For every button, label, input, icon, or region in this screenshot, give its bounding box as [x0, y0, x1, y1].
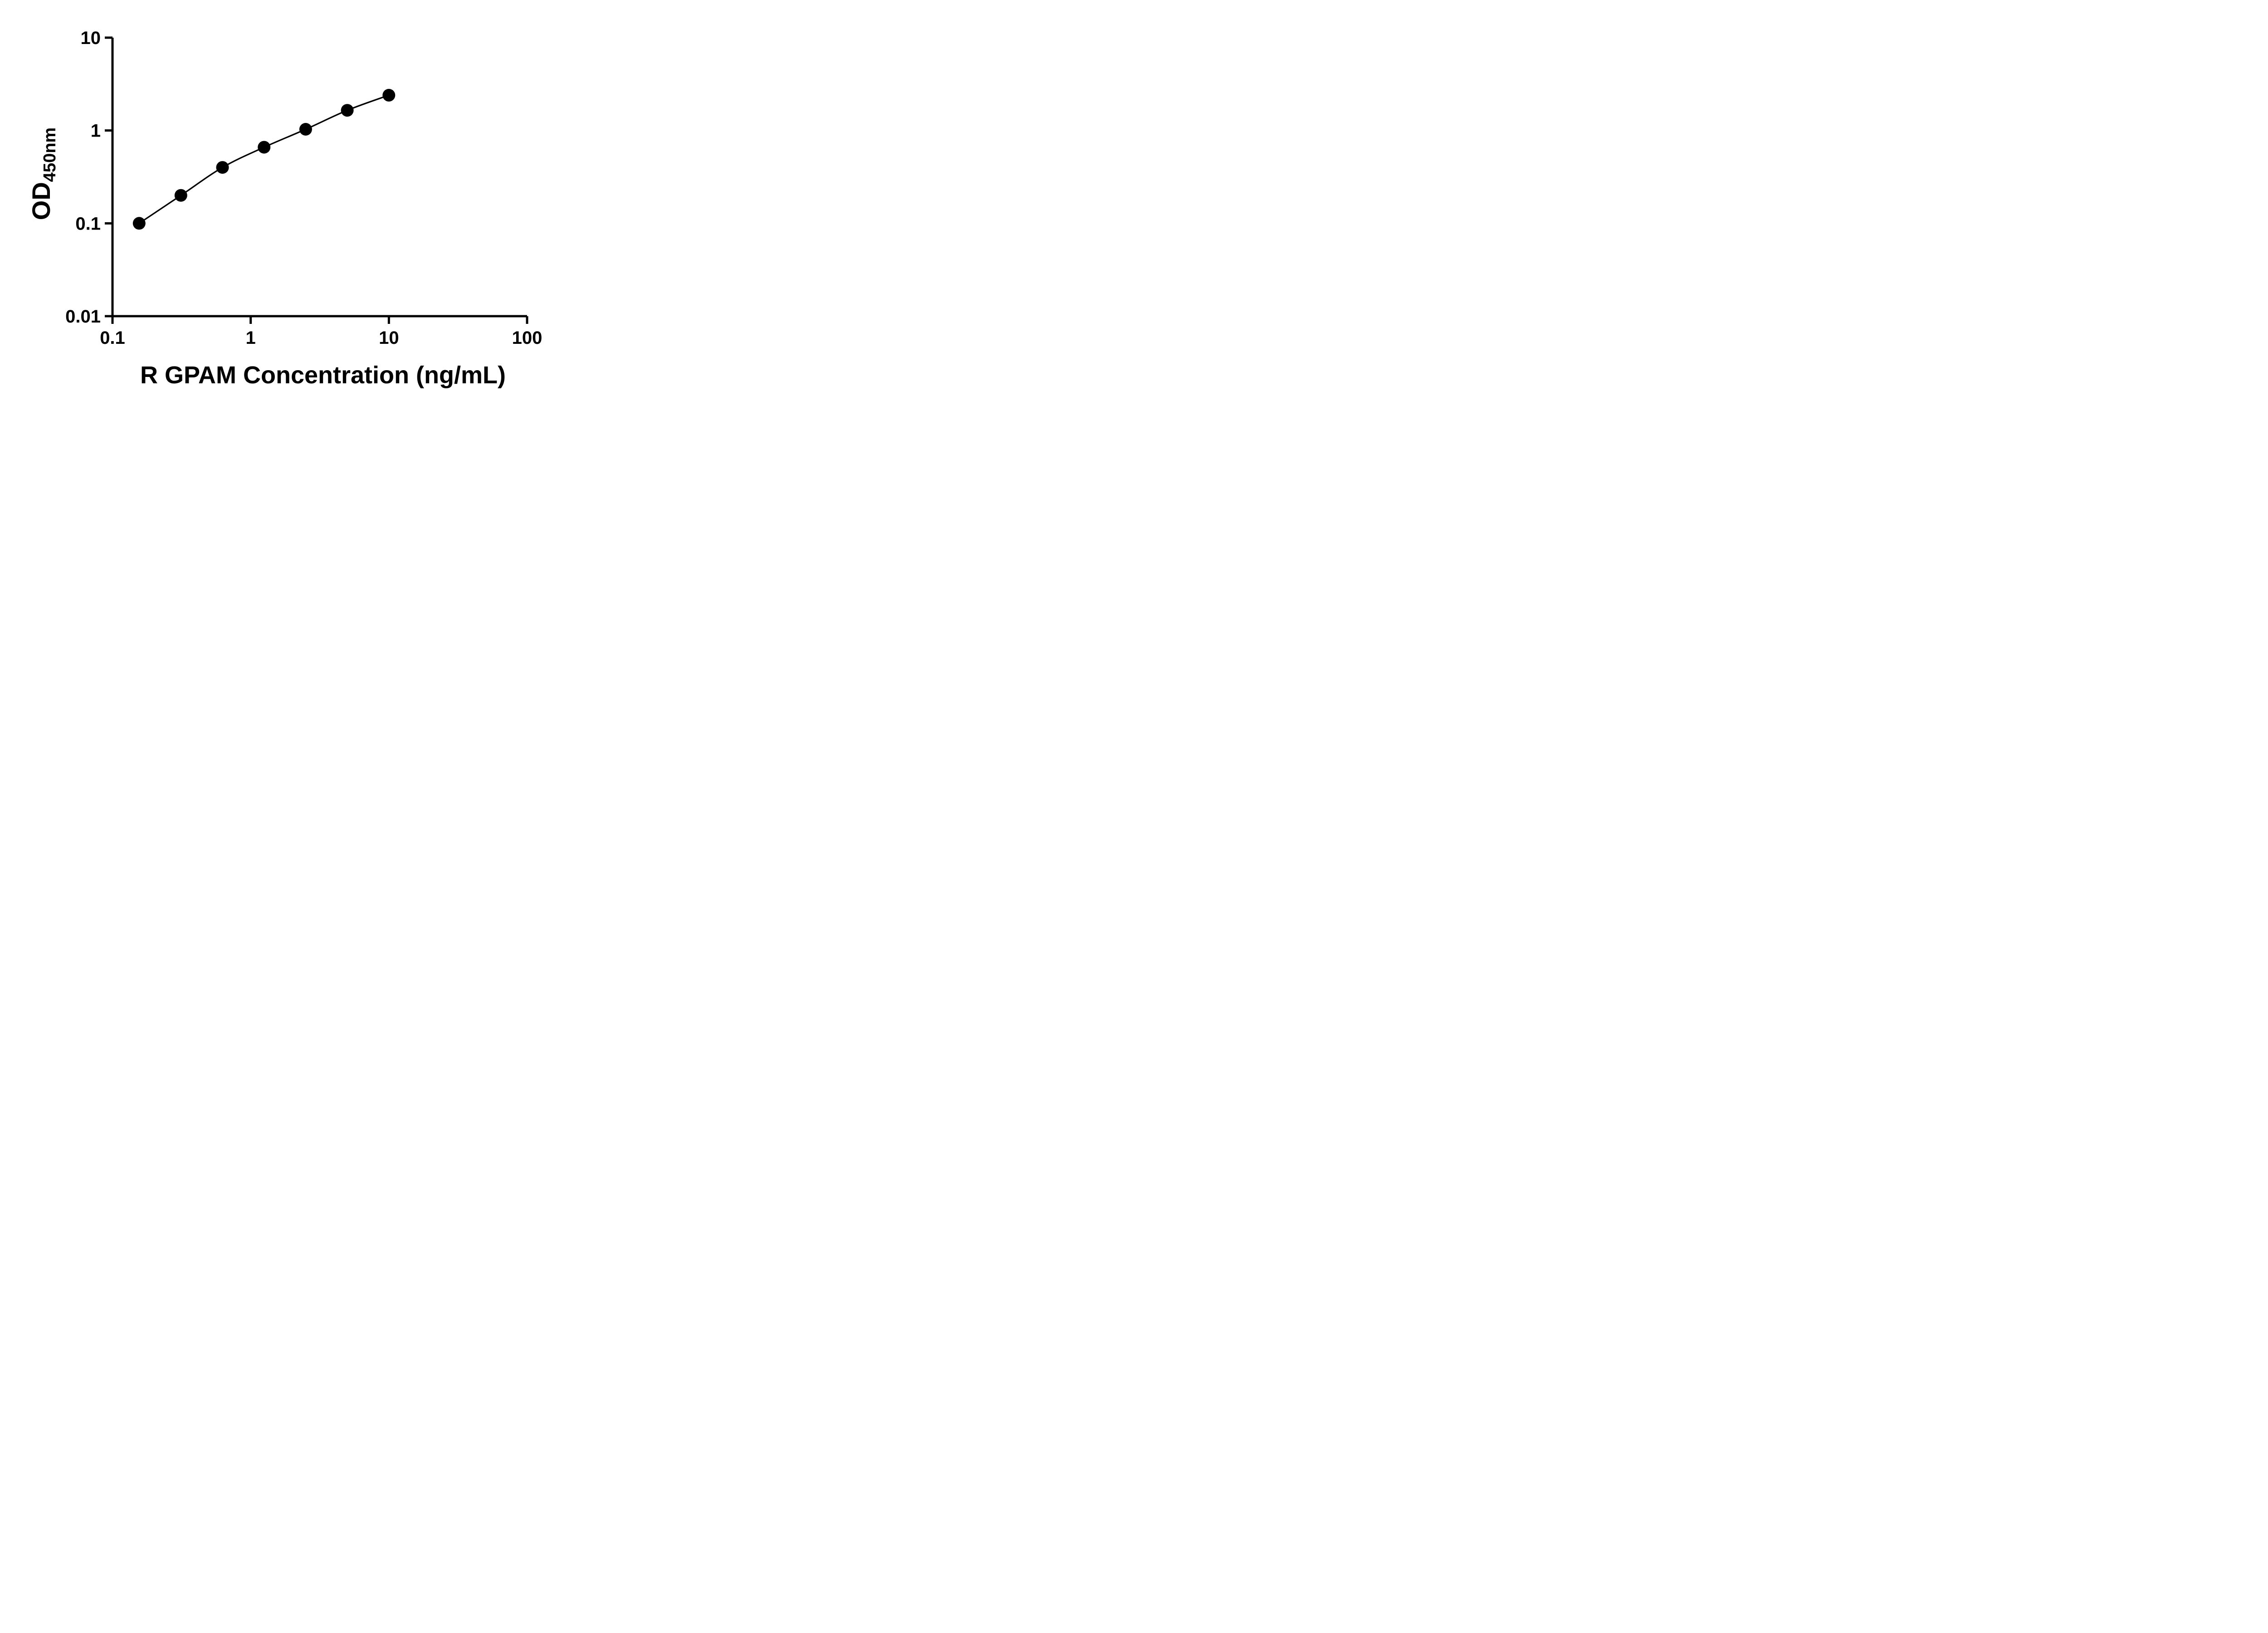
data-point: [382, 88, 396, 102]
data-point: [174, 189, 187, 202]
y-axis-title-main: OD: [27, 182, 55, 220]
data-point: [258, 141, 271, 154]
x-tick-label: 100: [512, 328, 543, 348]
data-series-layer: [132, 88, 396, 230]
y-tick-label: 0.01: [65, 307, 101, 327]
x-tick-label: 10: [379, 328, 399, 348]
axis-spines: [111, 38, 527, 318]
data-point: [299, 123, 312, 136]
x-tick-label: 0.1: [100, 328, 125, 348]
y-axis-title: OD450nm: [27, 127, 59, 220]
y-tick-label: 1: [91, 121, 101, 141]
y-axis-title-subscript: 450nm: [40, 127, 59, 182]
x-axis-title: R GPAM Concentration (ng/mL): [140, 362, 506, 389]
x-tick-label: 1: [246, 328, 256, 348]
data-point: [132, 217, 146, 230]
data-point: [341, 104, 354, 117]
data-point: [216, 161, 229, 174]
y-tick-label: 10: [81, 28, 101, 48]
y-tick-label: 0.1: [75, 214, 101, 234]
elisa-standard-curve-figure: 0.1 1 10 100 0.01 0.1 1 10 R GPAM Concentration…: [0, 0, 583, 408]
